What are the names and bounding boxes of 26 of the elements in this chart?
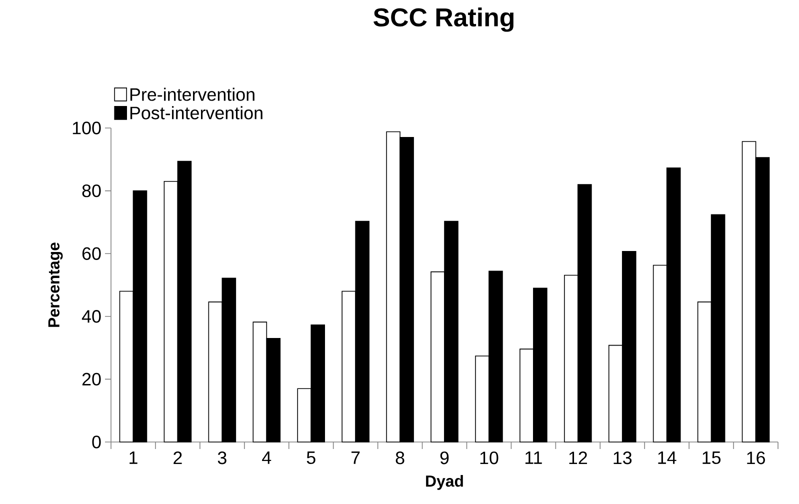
x-tick-label: 1 <box>130 452 138 464</box>
y-tick-label: 20 <box>82 372 101 386</box>
x-tick-label: 5 <box>306 452 316 464</box>
x-tick-label: 2 <box>174 452 182 464</box>
legend-label: Post-intervention <box>130 106 262 120</box>
x-tick-label: 3 <box>218 452 226 464</box>
x-tick-label: 12 <box>569 452 587 464</box>
x-tick-label: 9 <box>440 452 449 464</box>
x-tick-label: 4 <box>262 452 272 464</box>
x-tick-label: 11 <box>525 452 542 464</box>
y-tick-label: 100 <box>72 122 101 134</box>
y-tick-label: 60 <box>82 247 101 260</box>
x-tick-label: 7 <box>352 452 360 464</box>
x-tick-label: 14 <box>658 452 676 464</box>
x-tick-label: 8 <box>396 452 404 464</box>
y-tick-label: 40 <box>82 310 101 323</box>
x-tick-label: 15 <box>702 452 721 464</box>
chart-title: SCC Rating <box>374 8 514 32</box>
x-tick-label: 10 <box>480 452 498 464</box>
legend-label: Pre-intervention <box>130 88 254 101</box>
y-tick-label: 80 <box>82 184 101 198</box>
y-axis-title: Percentage <box>48 242 63 327</box>
x-tick-label: 13 <box>614 452 632 464</box>
y-tick-label: 0 <box>92 436 101 448</box>
x-tick-label: 16 <box>747 452 765 464</box>
x-axis-title: Dyad <box>426 475 463 490</box>
